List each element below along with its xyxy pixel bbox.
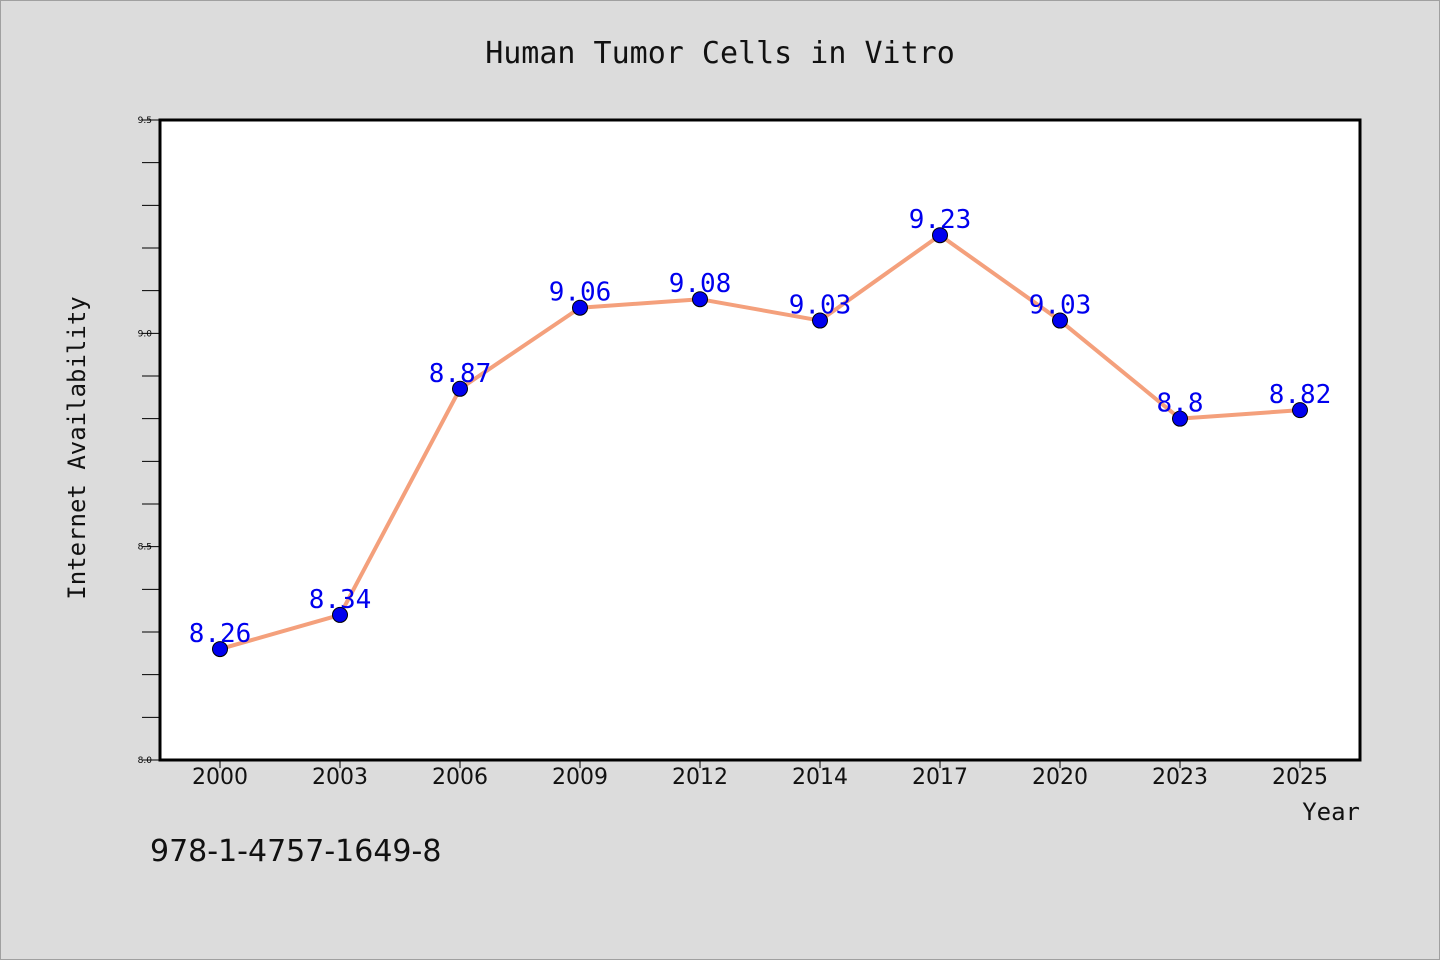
- data-point: [332, 606, 348, 623]
- data-point: [1052, 312, 1068, 329]
- data-point: [1292, 402, 1308, 419]
- x-tick-label: 2006: [432, 765, 488, 790]
- data-label: 8.34: [309, 585, 372, 615]
- data-point: [1172, 410, 1188, 427]
- series-line: [219, 233, 1301, 651]
- y-axis: 8.0 8.5 9.0 9.5: [138, 116, 160, 766]
- data-label: 9.03: [1029, 291, 1092, 321]
- data-label: 8.87: [429, 359, 492, 389]
- data-label: 9.23: [909, 205, 972, 235]
- x-tick-label: 2017: [912, 765, 968, 790]
- isbn-text: 978-1-4757-1649-8: [150, 834, 442, 869]
- chart-title: Human Tumor Cells in Vitro: [485, 36, 955, 71]
- x-axis-label: Year: [1302, 798, 1360, 826]
- data-label: 9.06: [549, 278, 612, 308]
- data-label: 9.03: [789, 291, 852, 321]
- x-tick-label: 2020: [1032, 765, 1088, 790]
- x-axis: 2000 2003 2006 2009 2012 2014 2017 2020 2023 2025: [192, 760, 1328, 790]
- x-tick-label: 2009: [552, 765, 608, 790]
- x-tick-label: 2025: [1272, 765, 1328, 790]
- x-tick-label: 2012: [672, 765, 728, 790]
- y-tick-label: 9.5: [138, 116, 152, 126]
- data-label: 8.82: [1269, 380, 1332, 410]
- y-axis-label: Internet Availability: [63, 296, 91, 599]
- data-point: [452, 380, 468, 397]
- y-tick-label: 8.0: [138, 756, 153, 766]
- y-tick-label: 8.5: [138, 543, 152, 553]
- series-group: 8.26 8.34 8.87 9.06 9.08 9.03 9.23 9.03 8.8 8.82: [189, 205, 1332, 658]
- x-tick-label: 2014: [792, 765, 848, 790]
- data-point: [212, 641, 228, 658]
- data-label: 8.26: [189, 619, 252, 649]
- data-point: [932, 227, 948, 244]
- data-label: 9.08: [669, 269, 732, 299]
- x-tick-label: 2023: [1152, 765, 1208, 790]
- y-tick-label: 9.0: [138, 329, 153, 339]
- plot-area: [158, 118, 1362, 762]
- data-point: [812, 312, 828, 329]
- x-tick-label: 2000: [192, 765, 248, 790]
- data-point: [692, 291, 708, 308]
- data-point: [572, 299, 588, 316]
- x-tick-label: 2003: [312, 765, 368, 790]
- data-label: 8.8: [1157, 389, 1204, 419]
